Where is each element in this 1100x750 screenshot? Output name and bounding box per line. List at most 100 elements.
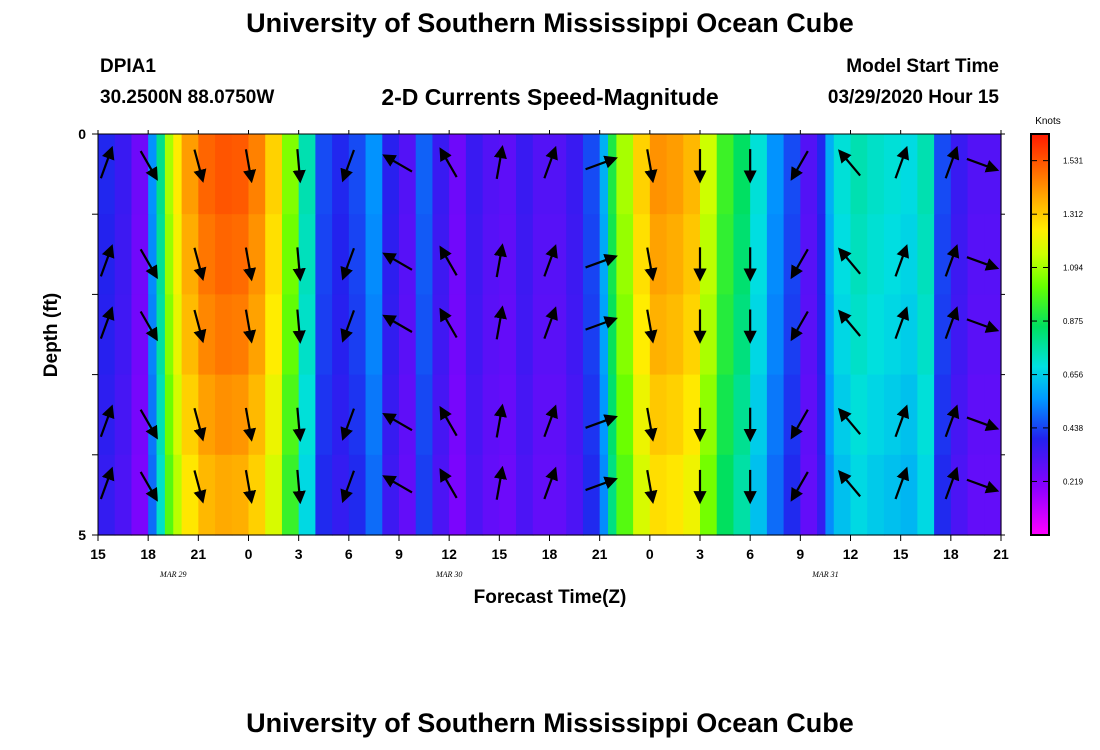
colorbar-tick-label: 0.656 <box>1063 371 1084 380</box>
heatmap-cell <box>365 134 383 215</box>
chart-subtitle: 2-D Currents Speed-Magnitude <box>381 84 719 110</box>
date-label: MAR 30 <box>435 570 462 579</box>
heatmap-cell <box>131 374 149 456</box>
current-vector-arrow <box>894 306 909 339</box>
current-vector-arrow <box>139 471 158 502</box>
heatmap-cell <box>984 454 1002 536</box>
heatmap-cell <box>825 134 835 215</box>
heatmap-cell <box>499 454 517 536</box>
heatmap-cell <box>608 374 617 456</box>
heatmap-cell <box>114 454 133 536</box>
heatmap-cell <box>934 214 952 295</box>
x-tick-label: 21 <box>191 546 207 562</box>
heatmap-cell <box>516 454 534 536</box>
current-vector-arrow <box>139 310 158 342</box>
heatmap-cell <box>800 454 818 536</box>
heatmap-cell <box>298 134 316 215</box>
current-vector-arrow <box>193 149 207 183</box>
heatmap-cell <box>800 214 818 295</box>
heatmap-cell <box>298 374 316 456</box>
heatmap-cell <box>716 374 735 456</box>
current-vector-arrow <box>382 154 413 173</box>
heatmap-cell <box>700 214 718 295</box>
heatmap-cell <box>332 214 350 295</box>
current-vector-arrow <box>944 466 960 500</box>
current-vector-arrow <box>838 247 861 275</box>
x-tick-label: 3 <box>696 546 704 562</box>
heatmap-cell <box>934 374 952 456</box>
heatmap-cell <box>766 454 785 536</box>
current-vector-arrow <box>543 145 558 179</box>
y-tick-label: 0 <box>78 126 86 142</box>
current-vector-arrow <box>243 469 257 505</box>
current-vector-arrow <box>99 466 115 500</box>
x-tick-label: 18 <box>943 546 959 562</box>
heatmap-cell <box>516 294 534 376</box>
heatmap-cell <box>817 454 827 536</box>
heatmap-cells <box>98 134 1002 536</box>
heatmap-cell <box>532 214 551 295</box>
heatmap-cell <box>850 374 868 456</box>
current-vectors <box>99 144 1000 505</box>
heatmap-cell <box>599 294 609 376</box>
heatmap-cell <box>181 294 199 376</box>
heatmap-cell <box>215 294 233 376</box>
heatmap-cell <box>98 294 116 376</box>
heatmap-cell <box>566 134 584 215</box>
x-tick-label: 3 <box>295 546 303 562</box>
heatmap-cell <box>934 294 952 376</box>
heatmap-cell <box>666 374 684 456</box>
current-vector-arrow <box>838 149 861 177</box>
heatmap-cell <box>700 454 718 536</box>
current-vector-arrow <box>243 149 257 184</box>
heatmap-cell <box>131 294 149 376</box>
current-vector-arrow <box>439 147 458 178</box>
station-coordinates: 30.2500N 88.0750W <box>100 87 275 108</box>
heatmap-cell <box>984 134 1002 215</box>
heatmap-cell <box>700 294 718 376</box>
heatmap-cell <box>984 374 1002 456</box>
heatmap-cell <box>148 134 158 215</box>
heatmap-cell <box>415 294 434 376</box>
heatmap-cell <box>281 214 300 295</box>
current-vector-arrow <box>493 144 507 180</box>
heatmap-cell <box>800 134 818 215</box>
heatmap-cell <box>582 454 601 536</box>
colorbar-tick-label: 0.875 <box>1063 317 1084 326</box>
heatmap-cell <box>173 134 183 215</box>
heatmap-cell <box>315 374 333 456</box>
heatmap-cell <box>432 134 450 215</box>
heatmap-cell <box>198 454 216 536</box>
heatmap-cell <box>666 454 684 536</box>
heatmap-cell <box>766 294 785 376</box>
heatmap-cell <box>783 214 801 295</box>
heatmap-cell <box>415 374 434 456</box>
current-vector-arrow <box>543 404 558 438</box>
page-footer-title: University of Southern Mississippi Ocean… <box>246 708 854 738</box>
model-start-label: Model Start Time <box>846 56 999 77</box>
heatmap-cell <box>248 454 266 536</box>
heatmap-cell <box>683 454 701 536</box>
heatmap-cell <box>783 374 801 456</box>
heatmap-cell <box>917 134 935 215</box>
heatmap-cell <box>566 374 584 456</box>
heatmap-cell <box>298 214 316 295</box>
heatmap-cell <box>917 374 935 456</box>
heatmap-cell <box>608 214 617 295</box>
heatmap-cell <box>465 134 484 215</box>
heatmap-cell <box>315 454 333 536</box>
heatmap-cell <box>399 294 417 376</box>
current-vector-arrow <box>894 145 909 179</box>
heatmap-cell <box>432 374 450 456</box>
heatmap-cell <box>950 214 969 295</box>
heatmap-cell <box>98 134 116 215</box>
current-vector-arrow <box>292 469 306 505</box>
heatmap-cell <box>265 374 283 456</box>
current-vector-arrow <box>99 306 115 339</box>
current-vector-arrow <box>644 149 658 184</box>
heatmap-cell <box>215 214 233 295</box>
heatmap-cell <box>900 214 918 295</box>
x-axis-title: Forecast Time(Z) <box>474 587 627 608</box>
current-vector-arrow <box>99 145 115 179</box>
heatmap-cell <box>833 294 852 376</box>
